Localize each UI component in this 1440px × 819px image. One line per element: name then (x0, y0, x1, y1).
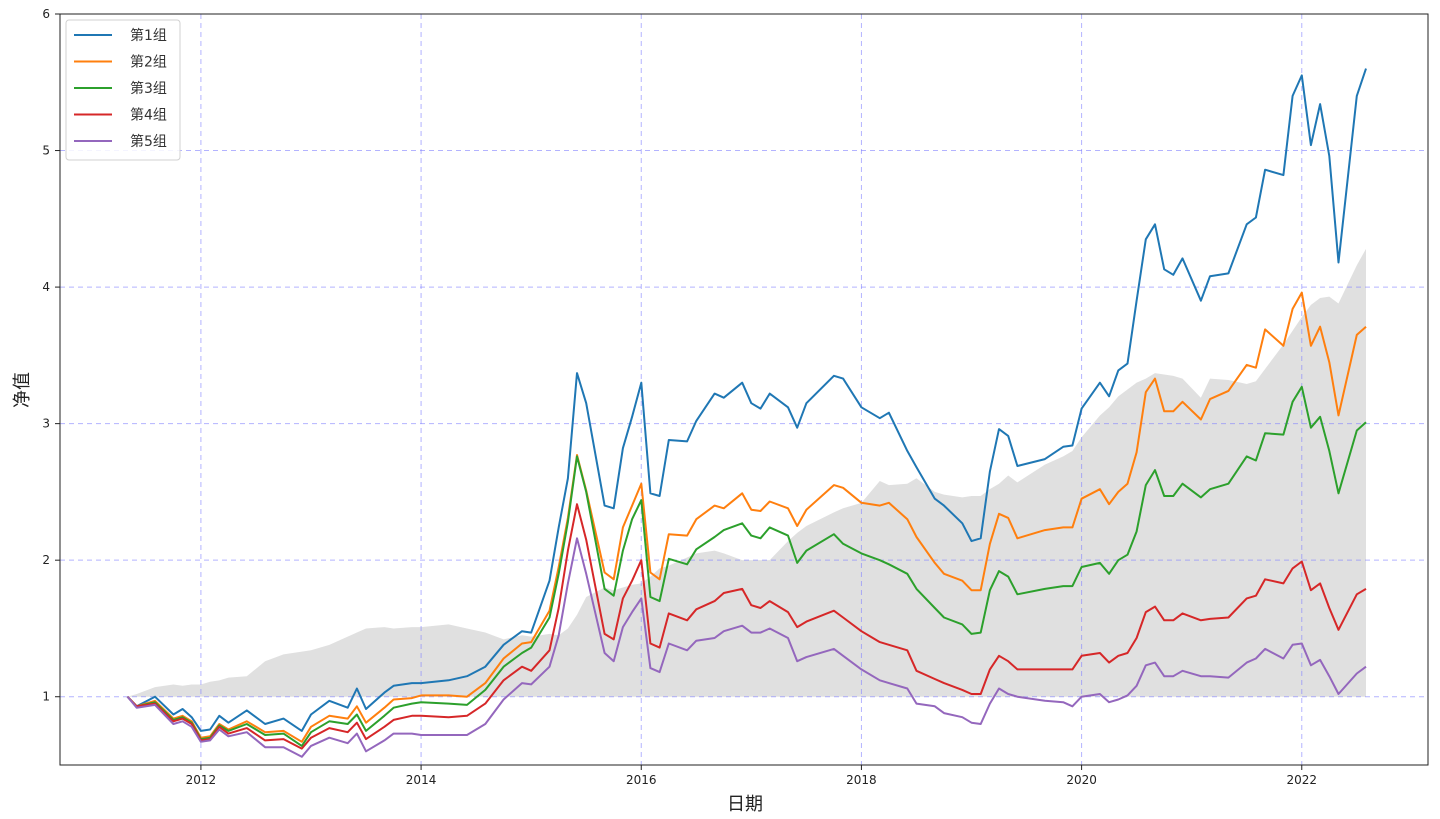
x-tick-label: 2020 (1066, 773, 1097, 787)
y-tick-label: 5 (42, 144, 50, 158)
plot-frame (59, 13, 1429, 766)
y-tick-label: 3 (42, 417, 50, 431)
series-line-group-1 (126, 68, 1367, 732)
series-line-group-5 (126, 537, 1367, 758)
shaded-area-layer (127, 248, 1366, 697)
series-line-group-4 (126, 503, 1367, 750)
legend-box (65, 19, 181, 161)
legend-label: 第3组 (130, 80, 167, 97)
y-tick-label: 6 (42, 7, 50, 21)
y-tick-label: 4 (42, 280, 50, 294)
y-tick-label: 2 (42, 553, 50, 567)
x-axis-ticks: 2012 2014 2016 2018 2020 2022 (186, 765, 1317, 787)
x-tick-label: 2016 (626, 773, 657, 787)
legend-label: 第2组 (130, 54, 167, 71)
legend-label: 第1组 (130, 27, 167, 44)
x-axis-label: 日期 (727, 794, 763, 815)
series-layer (126, 68, 1367, 758)
y-axis-label: 净值 (12, 372, 33, 408)
y-tick-label: 1 (42, 690, 50, 704)
legend-label: 第5组 (130, 133, 167, 150)
x-tick-label: 2022 (1286, 773, 1317, 787)
shaded-area (127, 248, 1366, 697)
legend-label: 第4组 (130, 107, 167, 124)
x-tick-label: 2014 (406, 773, 437, 787)
x-tick-label: 2018 (846, 773, 877, 787)
series-line-group-2 (126, 291, 1367, 743)
x-tick-label: 2012 (186, 773, 217, 787)
series-line-group-3 (126, 385, 1367, 747)
y-axis-ticks: 1 2 3 4 5 6 (42, 7, 60, 704)
